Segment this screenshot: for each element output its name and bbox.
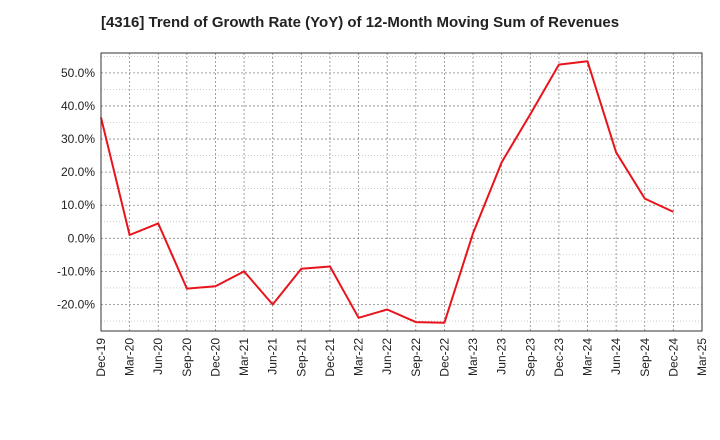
x-tick-label: Sep-24 bbox=[638, 338, 652, 377]
x-tick-label: Dec-20 bbox=[208, 338, 222, 377]
y-tick-label: -10.0% bbox=[57, 264, 95, 278]
x-tick-label: Sep-22 bbox=[409, 338, 423, 377]
y-tick-label: 30.0% bbox=[61, 132, 95, 146]
x-tick-label: Sep-21 bbox=[294, 338, 308, 377]
chart-title: [4316] Trend of Growth Rate (YoY) of 12-… bbox=[100, 14, 620, 31]
x-tick-label: Mar-25 bbox=[695, 338, 709, 376]
x-tick-label: Jun-23 bbox=[495, 338, 509, 375]
x-tick-label: Dec-24 bbox=[666, 338, 680, 377]
x-tick-label: Jun-21 bbox=[266, 338, 280, 375]
tick-labels: Dec-19 Mar-20 Jun-20 Sep-20 Dec-20 Mar-21 Jun-… bbox=[57, 66, 709, 377]
x-tick-label: Jun-20 bbox=[151, 338, 165, 375]
x-tick-label: Sep-20 bbox=[180, 338, 194, 377]
y-tick-label: -20.0% bbox=[57, 298, 95, 312]
x-tick-label: Mar-23 bbox=[466, 338, 480, 376]
x-tick-label: Mar-20 bbox=[123, 338, 137, 376]
x-tick-label: Dec-23 bbox=[552, 338, 566, 377]
y-tick-label: 10.0% bbox=[61, 198, 95, 212]
y-tick-label: 40.0% bbox=[61, 99, 95, 113]
x-tick-label: Jun-24 bbox=[609, 338, 623, 375]
x-tick-label: Mar-24 bbox=[581, 338, 595, 376]
x-tick-label: Mar-22 bbox=[352, 338, 366, 376]
x-tick-label: Dec-22 bbox=[437, 338, 451, 377]
x-tick-label: Mar-21 bbox=[237, 338, 251, 376]
x-tick-label: Jun-22 bbox=[380, 338, 394, 375]
plot-frame bbox=[100, 52, 703, 332]
series-layer bbox=[100, 60, 674, 324]
x-tick-label: Dec-19 bbox=[94, 338, 108, 377]
y-tick-label: 20.0% bbox=[61, 165, 95, 179]
series-line bbox=[100, 60, 674, 324]
y-tick-label: 0.0% bbox=[68, 231, 96, 245]
x-tick-label: Dec-21 bbox=[323, 338, 337, 377]
y-tick-label: 50.0% bbox=[61, 66, 95, 80]
grid-lines bbox=[100, 53, 703, 331]
x-tick-label: Sep-23 bbox=[523, 338, 537, 377]
